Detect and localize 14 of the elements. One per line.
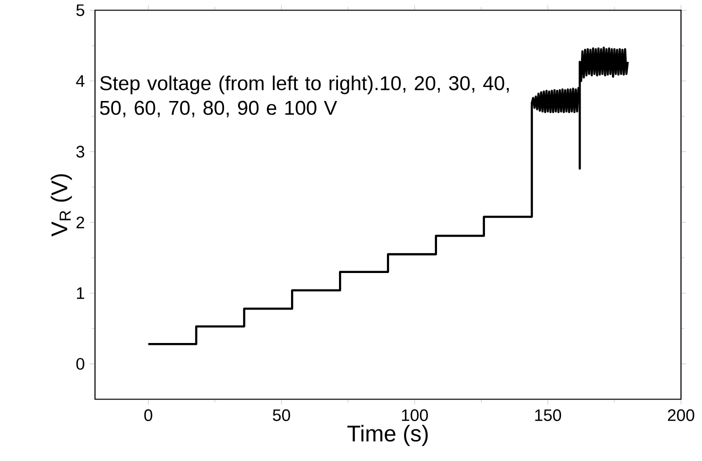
x-tick-label: 200: [668, 409, 694, 421]
y-tick-label: 1: [76, 287, 84, 299]
y-tick-label: 4: [76, 75, 84, 87]
x-tick-label: 150: [535, 409, 562, 421]
y-tick-label: 0: [76, 358, 84, 370]
x-tick-label: 50: [272, 409, 290, 421]
y-tick-label: 2: [76, 216, 84, 228]
x-axis-title: Time (s): [347, 424, 428, 446]
y-tick-label: 3: [76, 146, 84, 158]
x-tick-label: 0: [144, 409, 152, 421]
x-tick-label: 100: [402, 409, 428, 421]
annotation: Step voltage (from left to right).10, 20, 30, 40, 50, 60, 70, 80, 90 e 100 V: [100, 75, 509, 118]
y-axis-title: V$_{R}$ (V): [50, 174, 72, 236]
y-tick-label: 5: [76, 4, 84, 16]
